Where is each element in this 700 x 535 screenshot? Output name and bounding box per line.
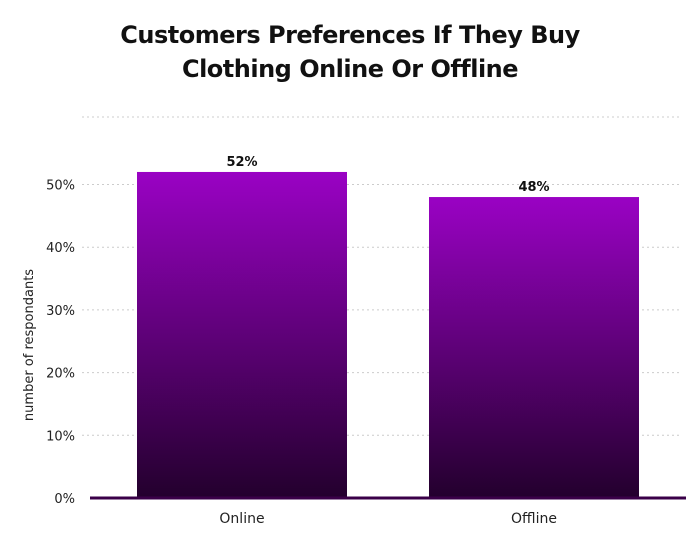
- y-tick-label: 0%: [54, 492, 75, 507]
- data-label: 48%: [518, 180, 549, 195]
- y-tick-label: 50%: [46, 179, 75, 194]
- bars: [137, 171, 639, 499]
- y-tick-label: 40%: [46, 241, 75, 256]
- y-axis-label: number of respondants: [22, 269, 37, 421]
- y-tick-label: 20%: [46, 367, 75, 382]
- bar-online: [137, 171, 347, 498]
- x-axis-ticks: Online Offline: [219, 511, 557, 527]
- chart-title: Customers Preferences If They Buy Clothi…: [120, 21, 580, 83]
- x-tick-label: Online: [219, 511, 264, 527]
- x-tick-label: Offline: [511, 511, 557, 527]
- bar-offline: [429, 197, 639, 499]
- y-axis-ticks: 0% 10% 20% 30% 40% 50%: [46, 179, 75, 508]
- data-label: 52%: [226, 155, 257, 170]
- y-tick-label: 30%: [46, 304, 75, 319]
- data-labels: 52% 48%: [226, 155, 549, 195]
- y-tick-label: 10%: [46, 429, 75, 444]
- chart-title-container: Customers Preferences If They Buy Clothi…: [0, 18, 700, 86]
